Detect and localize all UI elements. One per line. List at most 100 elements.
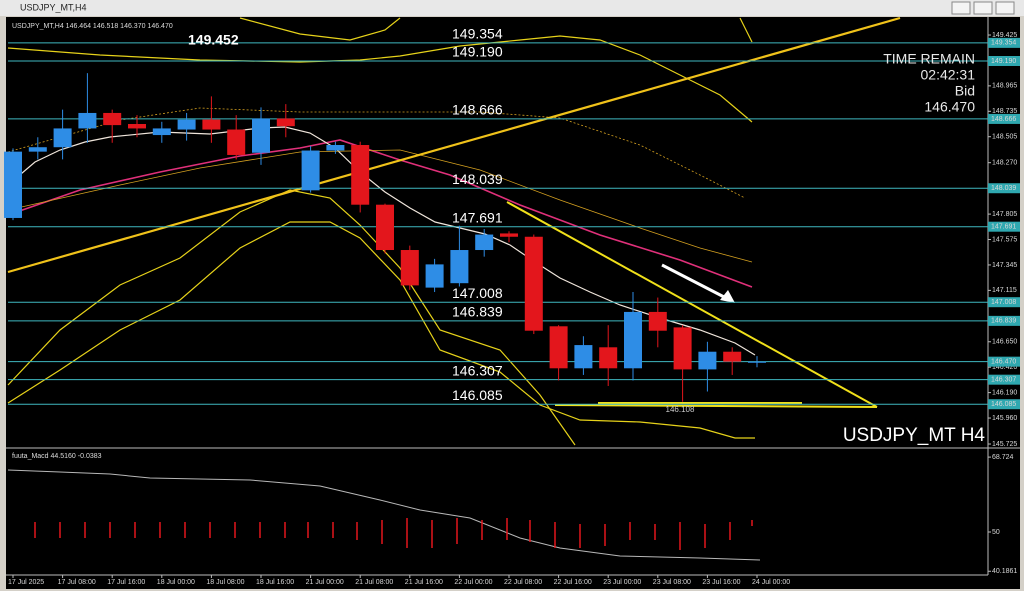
candle-body [450, 250, 469, 284]
level-label: 147.008 [452, 285, 503, 301]
ma-fast [7, 126, 756, 356]
bid-value: 146.470 [924, 99, 975, 115]
level-tag-label: 146.307 [991, 377, 1016, 384]
lower-band [7, 189, 576, 446]
bid-label: Bid [955, 83, 975, 99]
candle-body [326, 145, 345, 151]
x-tick-label: 22 Jul 08:00 [504, 579, 542, 586]
candle-body [748, 361, 766, 363]
level-label: 147.691 [452, 209, 503, 225]
candle-body [574, 345, 593, 369]
x-tick-label: 21 Jul 16:00 [405, 579, 443, 586]
level-tag-label: 147.691 [991, 224, 1016, 231]
x-tick-label: 24 Jul 00:00 [752, 579, 790, 586]
x-tick-label: 17 Jul 08:00 [58, 579, 96, 586]
candle-body [128, 124, 146, 129]
x-tick-label: 18 Jul 08:00 [206, 579, 244, 586]
macd-title: fuuta_Macd 44.5160 -0.0383 [12, 453, 102, 460]
symbol-label: USDJPY_MT H4 [843, 425, 986, 446]
candle-body [103, 112, 122, 126]
candle-body [202, 119, 221, 130]
window-buttons[interactable] [951, 1, 1015, 15]
envelope [7, 107, 746, 199]
x-tick-label: 18 Jul 16:00 [256, 579, 294, 586]
band-line [739, 17, 753, 43]
y-tick-label: 146.650 [992, 339, 1017, 346]
arrow-head [720, 290, 735, 303]
candle-body [276, 118, 295, 127]
candle-body [599, 347, 618, 369]
indicators [7, 16, 988, 561]
candle-body [624, 311, 642, 369]
restore[interactable] [973, 1, 993, 15]
candle-body [177, 119, 196, 130]
wedge-upper [506, 201, 878, 408]
level-tag [988, 37, 1020, 48]
candle-body [252, 118, 270, 153]
close[interactable] [995, 1, 1015, 15]
level-tag [988, 399, 1020, 410]
x-tick-label: 17 Jul 16:00 [107, 579, 145, 586]
level-label: 149.190 [452, 44, 503, 60]
candle-body [673, 327, 692, 370]
candle-body [500, 233, 518, 237]
level-tag [988, 221, 1020, 232]
candle-body [549, 326, 568, 369]
envelope [7, 149, 753, 263]
candle-body [475, 234, 494, 251]
level-tag [988, 315, 1020, 326]
level-tag-label: 149.190 [991, 58, 1016, 65]
level-label: 146.085 [452, 387, 503, 403]
arrow [661, 263, 729, 301]
level-tag [988, 55, 1020, 66]
candle-body [4, 151, 22, 218]
level-tag [988, 183, 1020, 194]
y-tick-label: 68.724 [992, 454, 1014, 461]
y-tick-label: 147.345 [992, 262, 1017, 269]
level-tag-label: 146.085 [991, 401, 1016, 408]
candle-body [376, 204, 394, 251]
level-tag-label: 148.666 [991, 116, 1016, 123]
candle-body [53, 128, 72, 148]
candle-body [723, 351, 742, 362]
x-tick-label: 23 Jul 16:00 [702, 579, 740, 586]
y-tick-label: 147.115 [992, 287, 1017, 294]
level-label: 149.354 [452, 26, 503, 42]
window-title: USDJPY_MT,H4 [20, 2, 87, 12]
y-tick-label: 40.1861 [992, 568, 1017, 575]
band-line [239, 17, 401, 41]
low-annotation: 146.108 [666, 405, 695, 414]
level-tag [988, 297, 1020, 308]
level-tag-label: 149.354 [991, 40, 1016, 47]
minimize[interactable] [951, 1, 971, 15]
title-bar [0, 0, 1024, 16]
x-tick-label: 21 Jul 00:00 [306, 579, 344, 586]
level-tag [988, 356, 1020, 367]
chart-background [6, 17, 1020, 589]
x-tick-label: 21 Jul 08:00 [355, 579, 393, 586]
level-label: 146.839 [452, 304, 503, 320]
lower-band-2 [7, 221, 755, 439]
y-tick-label: 148.735 [992, 108, 1017, 115]
y-tick-label: 148.965 [992, 83, 1017, 90]
x-tick-label: 23 Jul 08:00 [653, 579, 691, 586]
candle-body [301, 150, 320, 191]
level-tag-label: 147.008 [991, 299, 1016, 306]
candle-body [227, 129, 246, 155]
candle-body [698, 351, 717, 370]
y-tick-label: 50 [992, 529, 1000, 536]
chart-header: USDJPY_MT,H4 146.464 146.518 146.370 146… [12, 23, 173, 30]
level-label: 148.039 [452, 171, 503, 187]
time-remain-label: TIME REMAIN [883, 51, 975, 67]
level-tag-label: 146.839 [991, 318, 1016, 325]
level-label: 146.307 [452, 362, 503, 378]
y-tick-label: 146.190 [992, 389, 1017, 396]
y-tick-label: 149.425 [992, 32, 1017, 39]
macd-signal [7, 469, 761, 561]
level-tag [988, 374, 1020, 385]
level-tag-label: 148.039 [991, 185, 1016, 192]
y-tick-label: 148.270 [992, 160, 1017, 167]
candle-body [648, 311, 667, 331]
